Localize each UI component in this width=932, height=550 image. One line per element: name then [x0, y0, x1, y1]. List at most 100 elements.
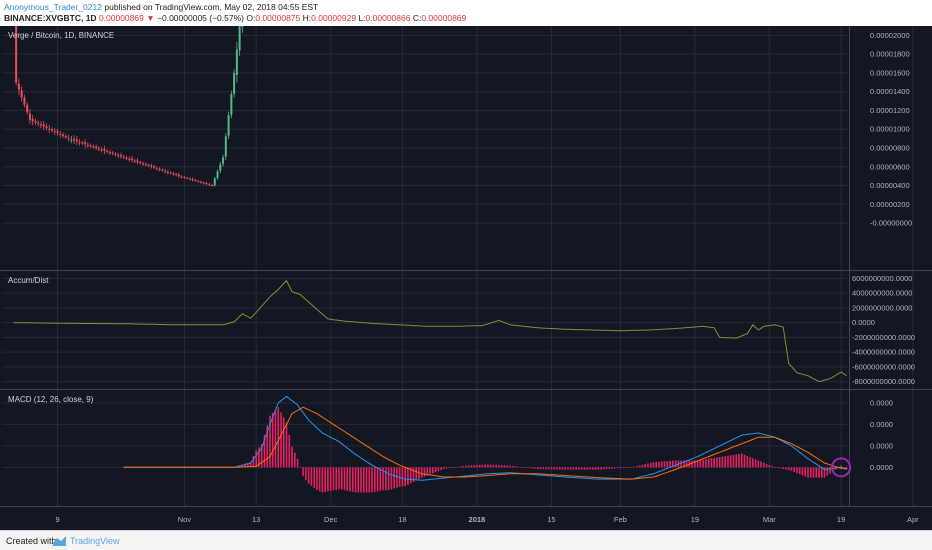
candle-body [175, 174, 178, 176]
candle-body [56, 131, 59, 134]
histogram-bar [685, 460, 688, 468]
low-value: 0.00000866 [365, 13, 411, 23]
histogram-bar [343, 467, 346, 491]
histogram-bar [305, 467, 307, 480]
accum-axis-tick: -2000000000.0000 [852, 333, 915, 342]
histogram-bar [271, 412, 274, 468]
histogram-bar [459, 466, 462, 468]
candle-body [211, 184, 214, 186]
candle-body [233, 72, 236, 94]
time-axis-tick: Feb [614, 515, 627, 524]
histogram-bar [718, 457, 721, 468]
histogram-bar [785, 467, 787, 470]
histogram-bar [511, 465, 514, 468]
histogram-bar [569, 467, 572, 470]
histogram-bar [277, 407, 280, 468]
candle-body [183, 177, 186, 179]
candle-body [158, 169, 161, 171]
candle-body [89, 145, 92, 147]
histogram-bar [445, 467, 448, 469]
histogram-bar [260, 444, 263, 468]
histogram-bar [528, 467, 531, 469]
histogram-bar [743, 454, 746, 468]
histogram-bar [768, 465, 771, 468]
candle-body [42, 124, 45, 127]
accum-axis-tick: 4000000000.0000 [852, 289, 912, 298]
histogram-bar [760, 461, 762, 468]
price-axis-tick: 0.00001800 [870, 50, 910, 59]
histogram-bar [539, 467, 542, 470]
last-price: 0.00000869 [98, 13, 144, 23]
candle-body [199, 181, 202, 183]
histogram-bar [489, 464, 492, 468]
histogram-bar [520, 466, 522, 468]
histogram-bar [757, 460, 760, 468]
candle-body [131, 158, 134, 161]
price-axis-tick: 0.00001600 [870, 68, 910, 77]
candle-body [37, 122, 40, 124]
candle-body [111, 152, 114, 154]
accum-axis-tick: -8000000000.0000 [852, 377, 915, 386]
histogram-bar [285, 422, 288, 468]
tradingview-brand[interactable]: TradingView [70, 536, 120, 546]
price-axis-tick: 0.00002000 [870, 31, 910, 40]
histogram-bar [362, 467, 365, 493]
histogram-bar [724, 456, 727, 468]
histogram-bar [663, 461, 666, 468]
histogram-bar [561, 467, 564, 470]
histogram-bar [843, 467, 845, 468]
candle-body [48, 128, 51, 130]
histogram-bar [798, 467, 801, 475]
tradingview-logo-icon [53, 536, 66, 546]
price-axis-tick: 0.00000400 [870, 181, 910, 190]
histogram-bar [545, 467, 547, 470]
histogram-bar [423, 467, 426, 477]
histogram-bar [266, 425, 269, 468]
histogram-bar [407, 467, 409, 485]
histogram-bar [534, 467, 536, 469]
histogram-bar [804, 467, 807, 477]
histogram-bar [671, 460, 674, 468]
histogram-bar [368, 467, 371, 493]
histogram-bar [329, 467, 332, 491]
histogram-bar [578, 467, 580, 470]
histogram-bar [586, 467, 589, 470]
macd-axis-tick: 0.0000 [870, 420, 893, 429]
chart-area[interactable]: 0.00002000 0.00001800 0.00001600 0.00001400… [0, 26, 932, 530]
histogram-bar [771, 466, 773, 468]
candle-body [75, 139, 78, 142]
histogram-bar [340, 467, 343, 490]
price-pane-title: Verge / Bitcoin, 1D, BINANCE [8, 31, 114, 40]
histogram-bar [500, 465, 503, 468]
candle-body [166, 172, 169, 174]
histogram-bar [801, 467, 804, 476]
histogram-bar [454, 467, 456, 468]
candle-body [119, 155, 122, 157]
candle-body [117, 155, 120, 157]
open-label: O: [246, 13, 256, 23]
candle-body [45, 126, 48, 128]
histogram-bar [429, 467, 431, 475]
histogram-bar [550, 467, 553, 470]
histogram-bar [503, 465, 506, 468]
candle-body [150, 165, 153, 167]
histogram-bar [787, 467, 790, 471]
histogram-bar [735, 454, 738, 468]
candle-body [64, 135, 67, 138]
histogram-bar [776, 467, 779, 468]
accum-dist-line [13, 279, 847, 383]
candle-body [92, 146, 95, 148]
high-value: 0.00000929 [311, 13, 357, 23]
histogram-bar [705, 459, 707, 468]
candle-body [26, 104, 29, 113]
author-link[interactable]: Anonymous_Trader_0212 [4, 2, 102, 12]
chart-canvas[interactable]: 0.00002000 0.00001800 0.00001600 0.00001400… [0, 26, 932, 530]
histogram-bar [699, 460, 702, 468]
histogram-bar [426, 467, 429, 476]
histogram-bar [244, 463, 246, 468]
histogram-bar [365, 467, 368, 493]
accum-axis-tick: -6000000000.0000 [852, 362, 915, 371]
macd-histogram [122, 407, 848, 493]
histogram-bar [625, 467, 627, 468]
candle-body [114, 153, 117, 155]
